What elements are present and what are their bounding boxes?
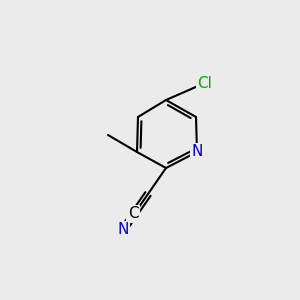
- Text: N: N: [117, 223, 129, 238]
- Text: Cl: Cl: [198, 76, 212, 91]
- Text: C: C: [128, 206, 138, 221]
- Text: N: N: [191, 145, 203, 160]
